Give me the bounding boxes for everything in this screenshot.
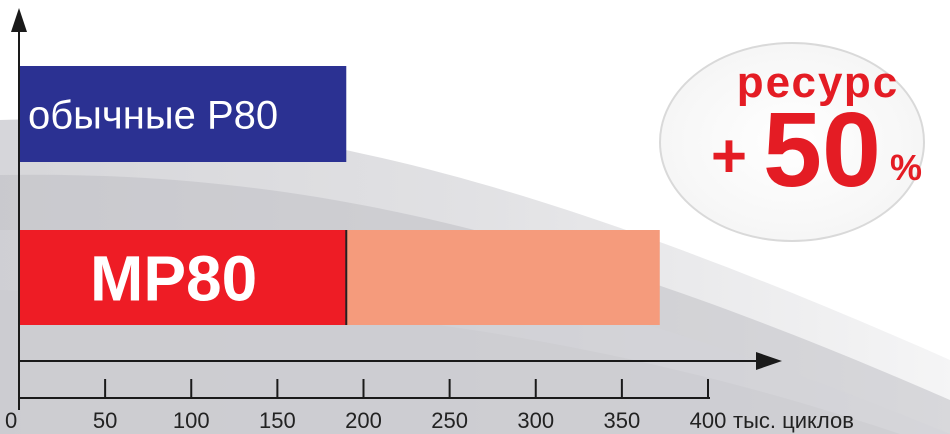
bar-extra-1 xyxy=(346,230,660,325)
bar-label-0: обычные Р80 xyxy=(28,93,278,137)
x-tick-label-200: 200 xyxy=(345,408,382,433)
badge-percent: % xyxy=(890,147,922,188)
badge-sign: + xyxy=(711,122,747,191)
badge-ellipse xyxy=(659,42,925,242)
badge-line1: ресурс xyxy=(737,58,899,107)
badge-number: 50 xyxy=(763,91,881,209)
x-tick-label-400: 400 xyxy=(690,408,727,433)
resource-badge: ресурс + 50 % xyxy=(659,42,925,242)
x-axis-unit: тыс. циклов xyxy=(733,408,854,433)
x-axis-arrow xyxy=(756,352,782,370)
x-tick-label-350: 350 xyxy=(604,408,641,433)
bar-base-1 xyxy=(19,230,347,325)
x-tick-label-100: 100 xyxy=(173,408,210,433)
x-tick-label-50: 50 xyxy=(93,408,117,433)
x-tick-label-150: 150 xyxy=(259,408,296,433)
x-tick-label-250: 250 xyxy=(431,408,468,433)
x-tick-label-300: 300 xyxy=(517,408,554,433)
y-axis-arrow xyxy=(11,8,27,32)
bar-label-1: МР80 xyxy=(90,243,257,315)
axes xyxy=(11,8,782,410)
x-ticks: 0 50 100 150 200 250 300 350 400 xyxy=(5,379,726,433)
x-tick-label-0: 0 xyxy=(5,408,17,433)
bars-group: обычные Р80 МР80 xyxy=(19,66,660,325)
bar-0 xyxy=(19,66,347,162)
